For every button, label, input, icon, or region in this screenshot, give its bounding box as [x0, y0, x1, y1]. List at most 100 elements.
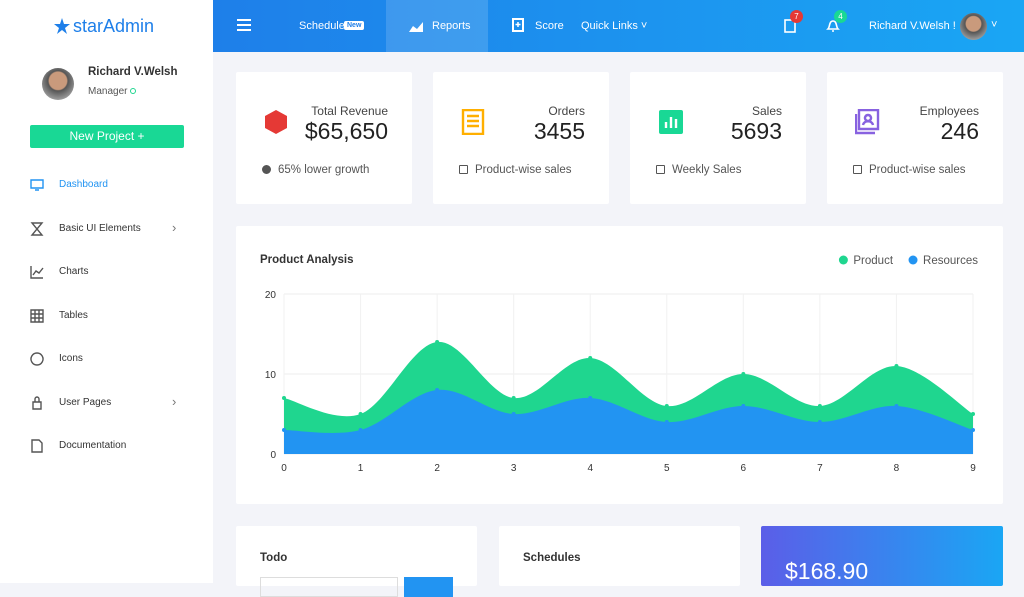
menu-item[interactable]: Dashboard — [59, 179, 108, 190]
nav-link[interactable]: Reports — [432, 20, 471, 32]
nav-avatar[interactable] — [960, 13, 987, 40]
icon-shape — [664, 117, 678, 128]
chart: Product Analysis 0 10 20 0 1 2 3 4 5 6 7 8 9 Resource… — [260, 254, 978, 474]
stat-icon — [855, 109, 880, 135]
stat-value: $65,650 — [304, 118, 388, 144]
chevron: › — [172, 219, 177, 235]
legend-swatch — [838, 255, 848, 265]
nav-link[interactable]: Schedule — [299, 20, 345, 32]
nav-active — [386, 0, 488, 52]
stat-card: Sales 5693 Weekly Sales — [630, 72, 806, 204]
caret: ˅ — [991, 19, 998, 31]
point — [282, 396, 286, 400]
icon-shape — [461, 109, 485, 135]
stat-footer: Product-wise sales — [475, 164, 572, 176]
stat-card: Orders 3455 Product-wise sales — [433, 72, 609, 204]
card-title: Todo — [260, 552, 288, 564]
point — [817, 404, 822, 408]
x-tick-label: 1 — [358, 463, 364, 474]
menu-item[interactable]: Tables — [59, 309, 88, 321]
menu-item[interactable]: User Pages — [59, 396, 112, 408]
legend-label: Resources — [923, 255, 978, 267]
amount: $168.90 — [785, 558, 869, 584]
stat-card: Total Revenue $65,650 65% lower growth — [236, 72, 412, 204]
stat-value: 5693 — [730, 118, 782, 144]
menu-icon — [32, 395, 42, 410]
navbar: Schedule New Reports Score Quick Links ˅… — [213, 0, 1024, 52]
button-label: New Project — [69, 129, 135, 143]
stat-icon — [659, 110, 683, 134]
x-tick-label: 6 — [741, 463, 747, 474]
amount-card: $168.90 — [761, 526, 1003, 586]
sidebar: starAdmin Richard V.Welsh Manager New Pr… — [0, 0, 213, 583]
chevron: › — [172, 393, 177, 409]
stat-value: 246 — [940, 118, 979, 144]
nav-link[interactable]: Score — [535, 20, 564, 32]
point — [282, 428, 286, 432]
stat-footer: Product-wise sales — [869, 164, 966, 176]
area — [284, 389, 973, 454]
menu-icon — [30, 179, 44, 191]
x-tick-label: 5 — [664, 463, 670, 474]
menu-item[interactable]: Basic UI Elements — [59, 222, 141, 234]
y-tick-label: 0 — [270, 450, 276, 461]
brand: starAdmin — [73, 16, 155, 36]
point — [435, 340, 440, 344]
card-title: Schedules — [523, 552, 581, 564]
menu-icon — [31, 439, 43, 453]
stat-title: Employees — [919, 104, 979, 118]
point — [894, 364, 899, 368]
point — [511, 396, 516, 400]
menu-item[interactable]: Documentation — [59, 440, 127, 451]
point — [817, 420, 822, 424]
icon-shape — [30, 221, 44, 236]
clipboard-icon[interactable] — [784, 18, 796, 33]
stat-icon — [265, 110, 287, 134]
point — [435, 388, 440, 392]
menu-item[interactable]: Charts — [59, 266, 89, 277]
icon-shape — [30, 179, 44, 191]
score-icon — [512, 18, 524, 32]
chart-title: Product Analysis — [260, 254, 354, 266]
y-tick-label: 20 — [265, 290, 277, 301]
stat-footer-icon — [656, 165, 665, 174]
todo-input[interactable] — [260, 577, 398, 597]
stat-footer: 65% lower growth — [278, 164, 370, 176]
menu-icon — [30, 221, 44, 236]
nav-label: Quick Links — [581, 20, 638, 32]
badge: 7 — [790, 10, 803, 23]
new-project-button[interactable]: New Project + — [30, 125, 184, 148]
status-dot — [130, 88, 136, 94]
menu-item[interactable]: Icons — [59, 353, 83, 364]
icon-shape — [30, 308, 44, 323]
x-tick-label: 7 — [817, 463, 823, 474]
icon-shape — [30, 352, 44, 366]
stat-title: Total Revenue — [311, 104, 388, 118]
point — [358, 428, 363, 432]
icon-shape — [30, 266, 44, 279]
stat-icon — [461, 109, 485, 135]
bell-icon[interactable] — [826, 18, 840, 33]
x-tick-label: 4 — [587, 463, 593, 474]
x-tick-label: 9 — [970, 463, 976, 474]
point — [971, 412, 975, 416]
point — [664, 420, 669, 424]
stat-footer-icon — [459, 165, 468, 174]
menu-toggle[interactable] — [237, 19, 251, 31]
badge: 4 — [834, 10, 847, 23]
nav-user[interactable]: Richard V.Welsh ! — [869, 20, 956, 32]
point — [664, 404, 669, 408]
stat-value: 3455 — [533, 118, 585, 144]
menu-icon — [30, 352, 44, 366]
stat-footer-icon — [262, 165, 271, 174]
nav-link[interactable]: Quick Links ˅ — [581, 20, 648, 32]
legend-label: Product — [853, 255, 893, 267]
stat-card: Employees 246 Product-wise sales — [827, 72, 1003, 204]
icon-shape — [31, 439, 43, 453]
stat-title: Orders — [548, 104, 585, 118]
reports-icon — [409, 22, 423, 32]
point — [511, 412, 516, 416]
menu-icon — [30, 266, 44, 279]
todo-add-button[interactable] — [404, 577, 453, 597]
